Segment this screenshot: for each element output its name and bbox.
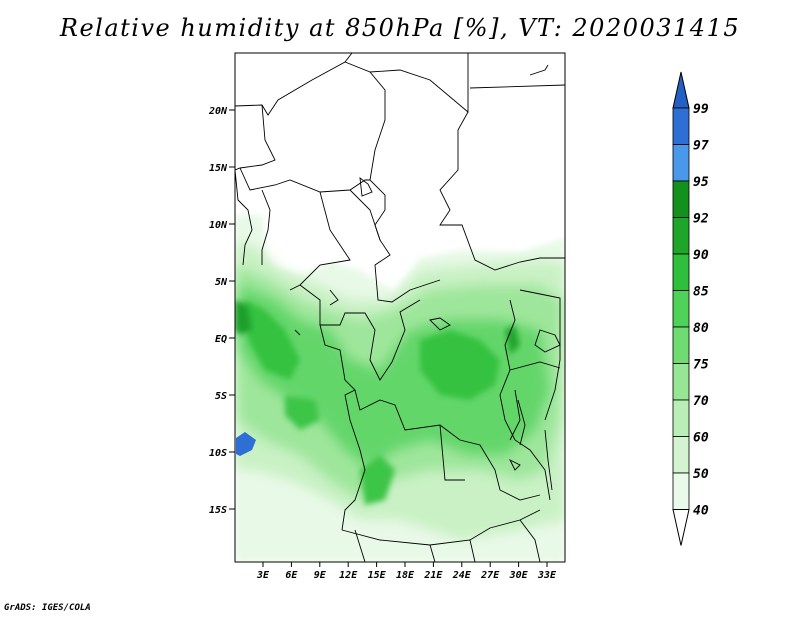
lon-tick-label: 33E [537,570,557,581]
colorbar-label: 60 [693,431,709,446]
lon-tick-label: 6E [285,570,298,581]
latitude-axis: 20N 15N 10N 5N EQ 5S 10S 15S [208,106,235,516]
colorbar-segment [672,436,690,474]
colorbar-label: 70 [693,394,709,409]
humidity-region-85-90 [245,300,300,380]
map-title: Relative humidity at 850hPa [%], VT: 202… [59,14,741,42]
humidity-region-90-95 [235,300,252,335]
longitude-axis: 3E 6E 9E 12E 15E 18E 21E 24E 27E 30E 33E [256,562,557,581]
colorbar-segment [672,144,690,182]
colorbar-label: 40 [693,504,709,519]
colorbar-segment [672,253,690,291]
colorbar-segment [672,399,690,437]
lat-tick-label: 20N [208,106,228,117]
lat-tick-label: 10N [209,220,228,231]
humidity-region-85-90-c [360,455,395,505]
lat-tick-label: 10S [209,448,227,459]
lon-tick-label: 3E [256,570,270,581]
colorbar-segment [672,363,690,401]
lon-tick-label: 9E [314,570,327,581]
colorbar-label: 95 [693,175,709,190]
colorbar-label: 75 [693,358,709,373]
lon-tick-label: 30E [509,570,529,581]
lon-tick-label: 12E [339,570,358,581]
humidity-field [235,53,565,562]
humidity-region-85-90-b [420,330,500,400]
lat-tick-label: 15S [209,505,227,516]
lon-tick-label: 27E [480,570,500,581]
colorbar-label: 99 [693,102,709,117]
humidity-region-75-85 [240,285,550,470]
colorbar-label: 50 [693,467,709,482]
lat-tick-label: 5S [215,391,227,402]
colorbar-segment [672,107,690,145]
country-boundaries [235,53,565,562]
colorbar-segment [672,290,690,328]
colorbar-label: 92 [693,212,709,227]
colorbar-label: 97 [693,139,709,154]
colorbar: 99 97 95 92 90 85 80 75 70 60 50 40 [672,71,709,546]
colorbar-label: 80 [693,321,709,336]
colorbar-segment [672,326,690,364]
lat-tick-label: 5N [215,277,228,288]
colorbar-label: 90 [693,248,709,263]
colorbar-segment [672,180,690,218]
lon-tick-label: 24E [452,570,472,581]
lat-tick-label: 15N [209,163,228,174]
colorbar-label: 85 [693,285,709,300]
colorbar-bottom-arrow [672,509,690,546]
lon-tick-label: 21E [423,570,443,581]
colorbar-segment [672,217,690,255]
colorbar-top-arrow [672,71,690,109]
grads-credit: GrADS: IGES/COLA [4,603,91,613]
humidity-region-90-95-b [505,325,520,355]
lon-tick-label: 15E [368,570,387,581]
lon-tick-label: 18E [396,570,415,581]
humidity-region-85-90-d [285,395,320,430]
lat-tick-label: EQ [215,334,227,345]
plot-frame [234,52,566,563]
humidity-region-95-99 [236,432,256,456]
colorbar-segment [672,472,690,510]
